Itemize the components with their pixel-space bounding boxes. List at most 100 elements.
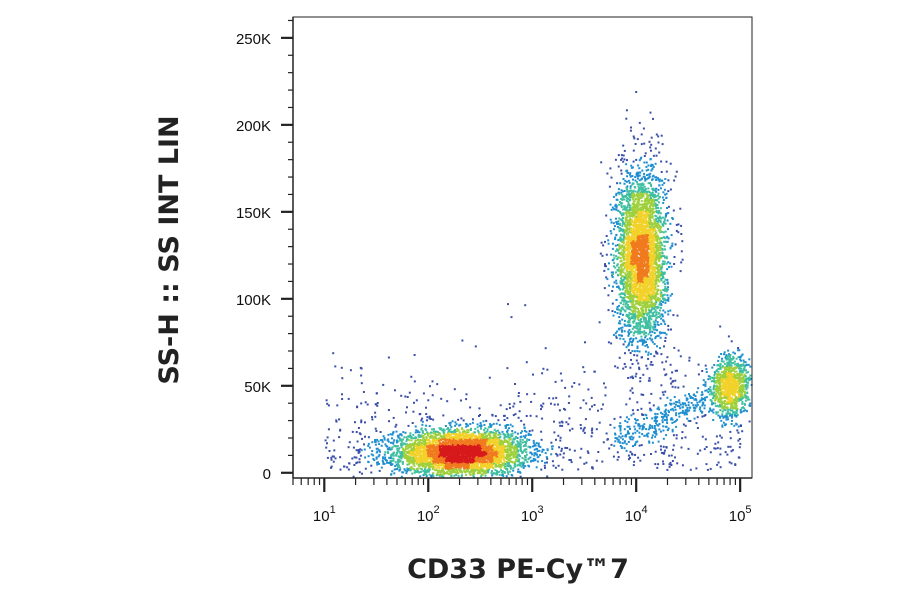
event-dot: [477, 436, 480, 438]
event-dot: [433, 469, 436, 472]
event-dot: [383, 438, 386, 441]
event-dot: [451, 431, 454, 434]
event-dot: [487, 469, 490, 472]
event-dot: [512, 467, 515, 470]
event-dot: [484, 442, 487, 444]
event-dot: [402, 438, 404, 441]
event-dot: [431, 474, 434, 477]
event-dot: [378, 462, 380, 465]
event-dot: [496, 473, 498, 475]
event-dot: [615, 335, 618, 338]
event-dot: [551, 460, 554, 463]
event-dot: [400, 433, 402, 436]
event-dot: [451, 453, 454, 456]
event-dot: [479, 469, 481, 472]
event-dot: [511, 474, 514, 477]
event-dot: [644, 179, 647, 182]
event-dot: [665, 192, 668, 195]
event-dot: [610, 208, 613, 211]
event-dot: [465, 468, 468, 471]
event-dot: [401, 452, 404, 455]
event-dot: [632, 254, 634, 257]
event-dot: [483, 463, 486, 466]
event-dot: [462, 450, 465, 453]
event-dot: [484, 472, 487, 474]
event-dot: [465, 463, 468, 466]
event-dot: [504, 434, 507, 437]
event-dot: [447, 427, 450, 429]
event-dot: [495, 470, 498, 473]
event-dot: [621, 318, 624, 321]
event-dot: [440, 435, 443, 438]
event-dot: [377, 455, 380, 458]
event-dot: [471, 468, 474, 470]
event-dot: [427, 468, 430, 471]
event-dot: [488, 458, 490, 461]
event-dot: [510, 451, 513, 453]
event-dot: [409, 456, 412, 459]
event-dot: [394, 461, 397, 464]
event-dot: [483, 429, 486, 431]
event-dot: [425, 464, 428, 467]
event-dot: [524, 444, 527, 447]
event-dot: [490, 472, 493, 475]
event-dot: [628, 342, 631, 345]
event-dot: [455, 433, 457, 436]
event-dot: [654, 337, 657, 340]
event-dot: [457, 440, 460, 443]
event-dot: [484, 451, 487, 454]
event-dot: [493, 442, 496, 445]
event-dot: [497, 429, 499, 432]
event-dot: [422, 458, 425, 460]
event-dot: [483, 431, 486, 434]
event-dot: [417, 470, 419, 473]
event-dot: [403, 452, 406, 455]
event-dot: [500, 456, 503, 459]
event-dot: [438, 439, 441, 442]
event-dot: [451, 444, 453, 447]
event-dot: [506, 447, 509, 450]
event-dot: [435, 469, 438, 472]
event-dot: [444, 467, 447, 470]
event-dot: [403, 449, 406, 452]
event-dot: [444, 425, 447, 427]
event-dot: [653, 257, 656, 260]
event-dot: [371, 450, 374, 452]
event-dot: [494, 434, 497, 437]
event-dot: [422, 443, 425, 446]
event-dot: [617, 188, 620, 191]
event-dot: [361, 472, 363, 475]
event-dot: [379, 439, 382, 442]
event-dot: [397, 455, 400, 458]
event-dot: [497, 459, 500, 461]
event-dot: [633, 332, 636, 334]
event-dot: [522, 461, 525, 464]
event-dot: [433, 458, 435, 461]
event-dot: [500, 469, 503, 472]
event-dot: [450, 443, 453, 446]
event-dot: [481, 433, 484, 436]
event-dot: [627, 272, 630, 275]
event-dot: [465, 440, 468, 443]
event-dot: [655, 242, 658, 245]
event-dot: [421, 431, 424, 434]
event-dot: [482, 444, 485, 446]
event-dot: [637, 298, 640, 300]
event-dot: [650, 149, 652, 152]
event-dot: [416, 454, 419, 456]
event-dot: [414, 469, 417, 472]
event-dot: [506, 467, 509, 470]
event-dot: [382, 457, 385, 460]
event-dot: [447, 449, 450, 452]
event-dot: [499, 441, 502, 444]
event-dot: [655, 250, 658, 253]
event-dot: [607, 309, 610, 312]
event-dot: [635, 269, 637, 272]
event-dot: [504, 456, 506, 459]
event-dot: [462, 431, 465, 433]
event-dot: [619, 218, 622, 221]
event-dot: [423, 459, 426, 462]
event-dot: [643, 284, 646, 287]
event-dot: [484, 460, 487, 463]
event-dot: [395, 441, 398, 444]
